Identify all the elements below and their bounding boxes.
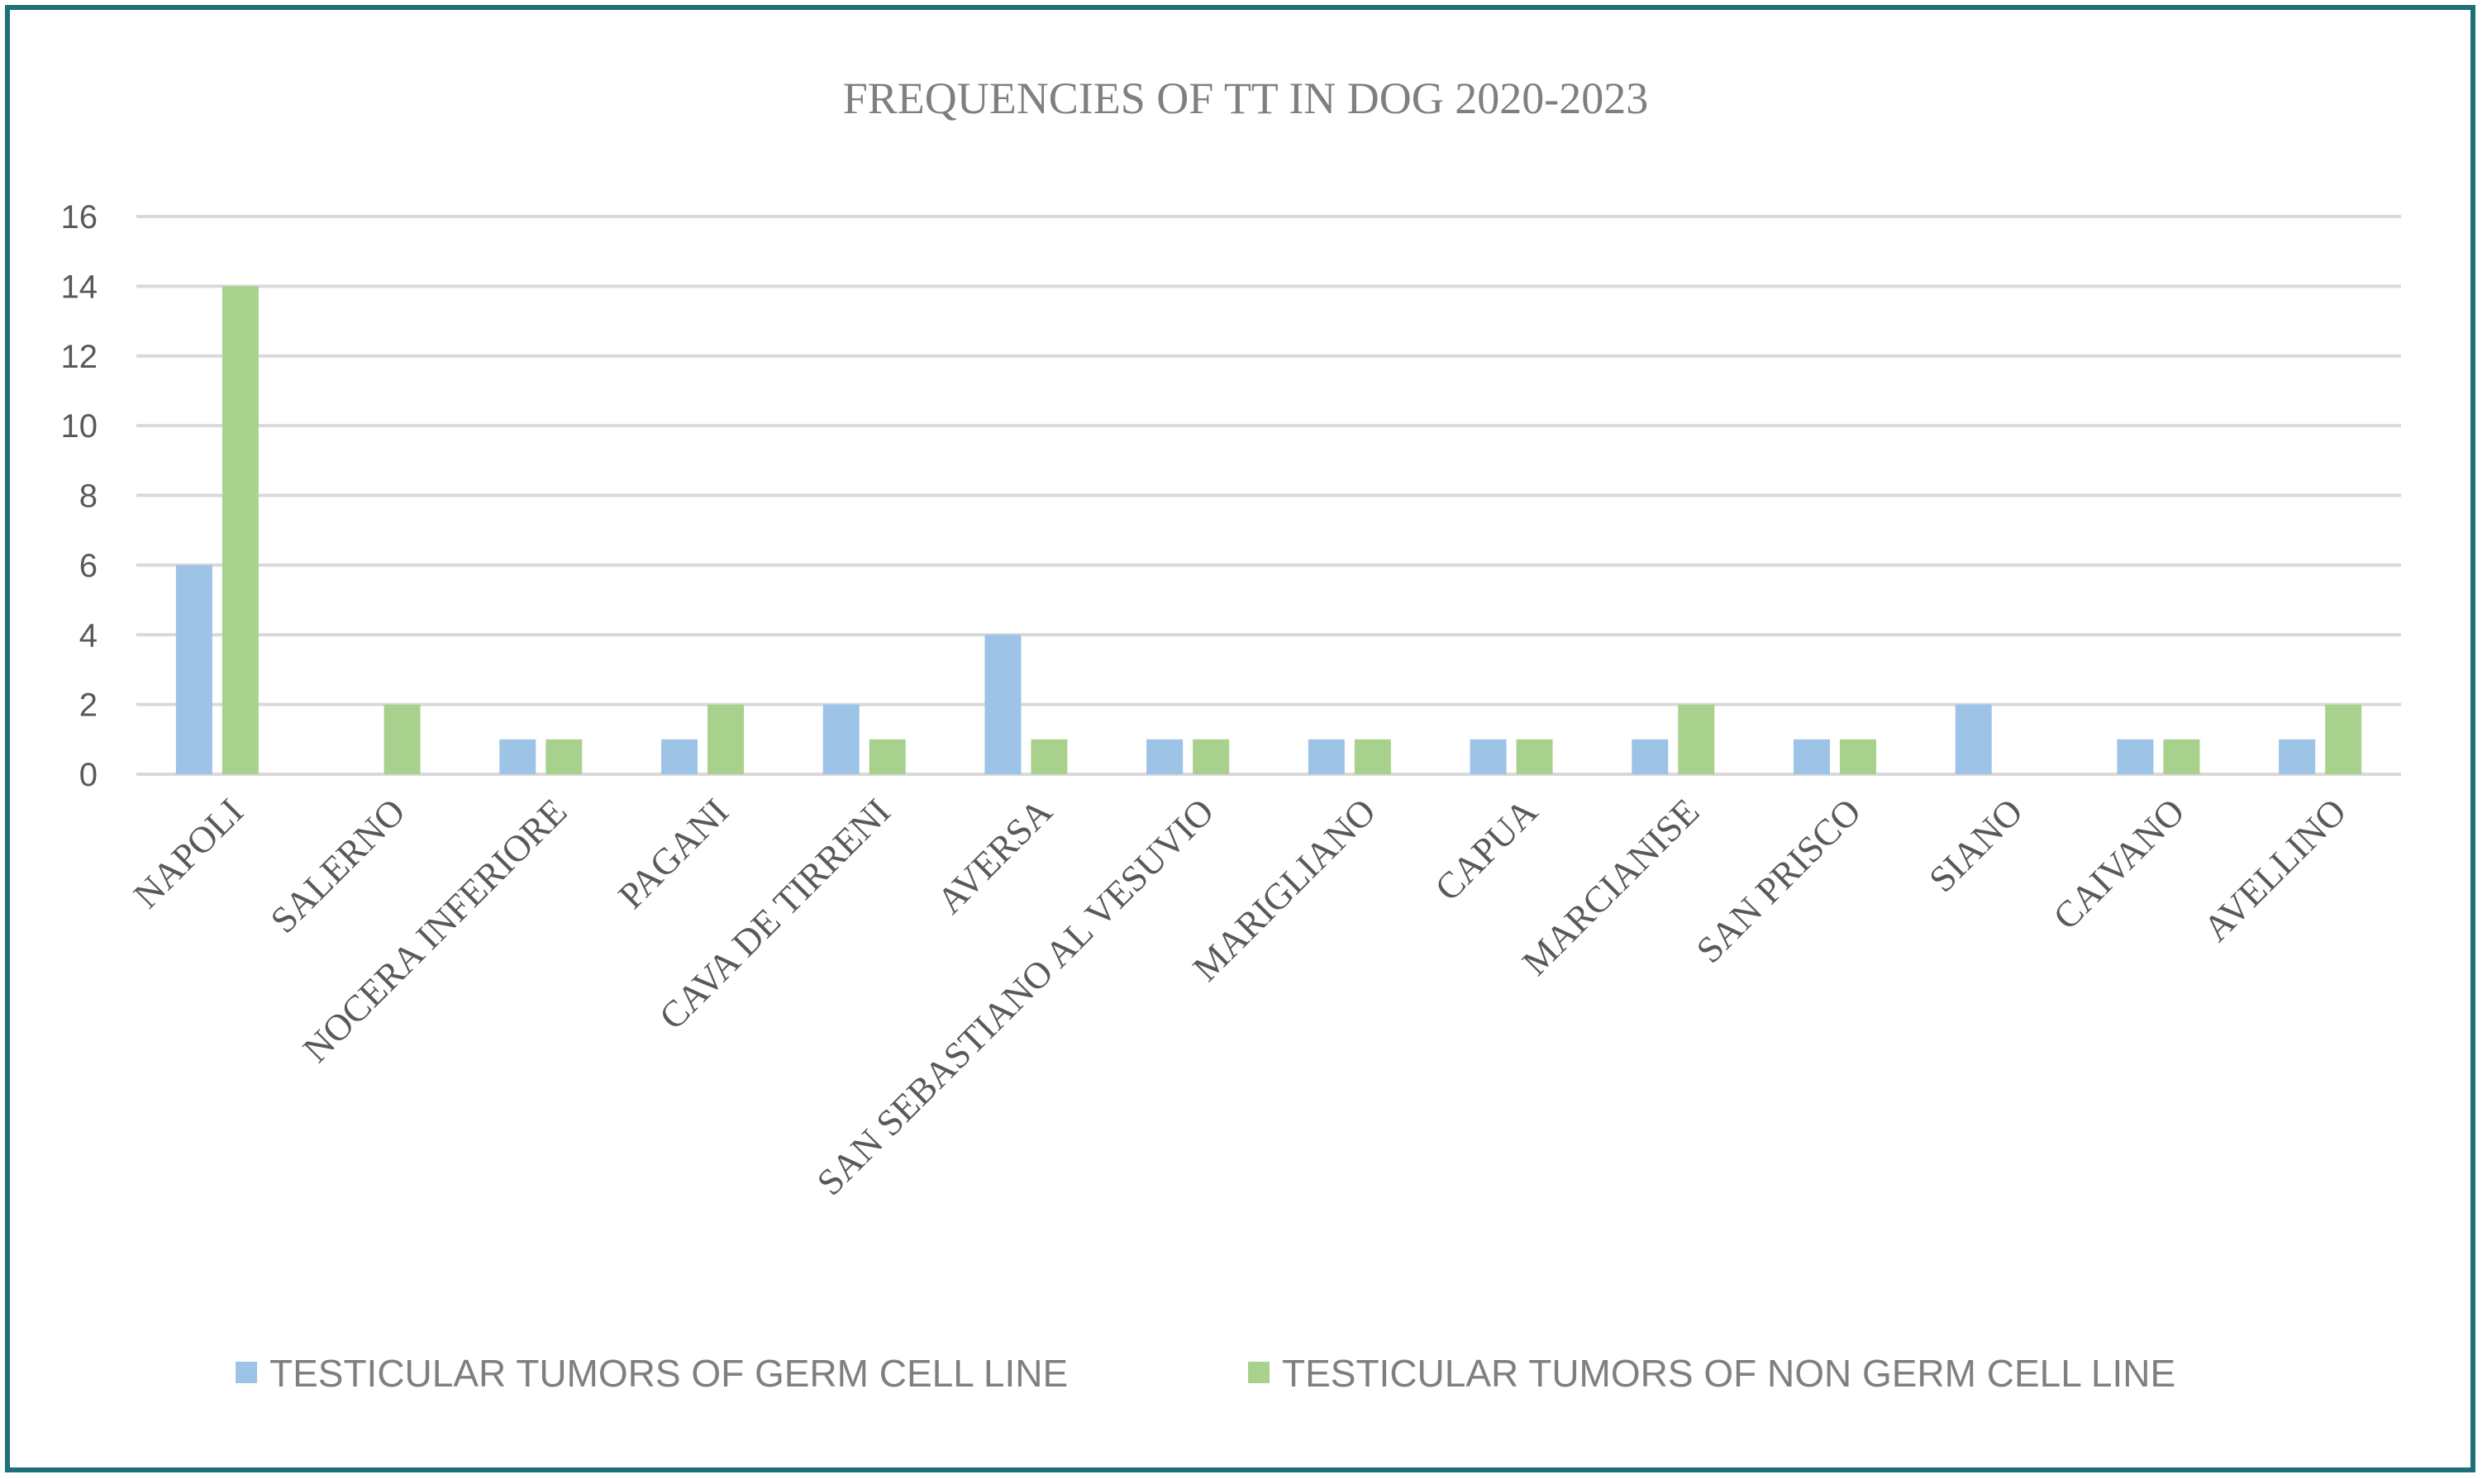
legend: TESTICULAR TUMORS OF GERM CELL LINE TEST… [236,1352,2175,1395]
bar-germ-san-prisco [1794,739,1830,774]
bar-non-germ-avellino [2325,704,2362,774]
x-tick-label: CAPUA [1427,790,1546,909]
y-tick-label: 14 [61,269,98,305]
bar-non-germ-san-prisco [1840,739,1876,774]
y-tick-label: 0 [79,757,98,793]
bar-germ-cava-de-tirreni [822,704,860,774]
y-tick-label: 16 [61,199,98,235]
x-tick-label: NOCERA INFERIORE [295,791,575,1071]
bar-germ-caivano [2117,739,2154,774]
x-tick-label: SAN PRISCO [1689,791,1869,971]
bar-germ-marigliano [1308,739,1345,774]
x-tick-label: AVELLINO [2195,791,2354,949]
bar-germ-napoli [175,564,212,774]
bar-germ-aversa [984,635,1022,774]
legend-label-series-1: TESTICULAR TUMORS OF GERM CELL LINE [269,1352,1068,1395]
legend-swatch-series-2 [1248,1362,1270,1383]
bar-non-germ-cava-de-tirreni [869,739,906,774]
bar-non-germ-napoli [222,286,259,774]
bar-germ-marcianise [1632,739,1669,774]
bar-germ-nocera-inferiore [499,739,536,774]
y-tick-label: 6 [79,548,98,584]
bar-non-germ-san-sebastiano-al-vesuvio [1193,739,1230,774]
chart-title: FREQUENCIES OF TT IN DOG 2020-2023 [843,74,1649,123]
x-tick-label: NAPOLI [126,791,251,916]
bar-non-germ-marigliano [1354,739,1391,774]
bar-non-germ-aversa [1031,739,1068,774]
x-tick-label: CAIVANO [2046,791,2193,938]
y-tick-label: 10 [61,408,98,445]
gridlines [136,215,2401,776]
y-tick-label: 8 [79,478,98,515]
bars [175,286,2362,774]
y-tick-label: 12 [61,339,98,375]
bar-non-germ-pagani [708,704,744,774]
bar-non-germ-caivano [2163,739,2200,774]
bar-non-germ-marcianise [1678,704,1715,774]
bar-non-germ-nocera-inferiore [546,739,583,774]
bar-germ-siano [1955,704,1992,774]
x-tick-label: SIANO [1921,791,2031,901]
bar-non-germ-salerno [384,704,421,774]
bar-germ-avellino [2279,739,2316,774]
legend-swatch-series-1 [236,1362,257,1383]
y-tick-label: 4 [79,617,98,654]
bar-non-germ-capua [1516,739,1553,774]
legend-label-series-2: TESTICULAR TUMORS OF NON GERM CELL LINE [1282,1352,2175,1395]
y-tick-label: 2 [79,687,98,724]
bar-germ-pagani [661,739,698,774]
x-tick-label: SALERNO [263,791,413,941]
y-axis-ticks: 0 2 4 6 8 10 12 14 16 [61,199,98,793]
x-tick-label: AVERSA [929,790,1060,921]
x-tick-label: PAGANI [610,791,736,917]
bar-germ-san-sebastiano-al-vesuvio [1146,739,1184,774]
bar-germ-capua [1470,739,1507,774]
